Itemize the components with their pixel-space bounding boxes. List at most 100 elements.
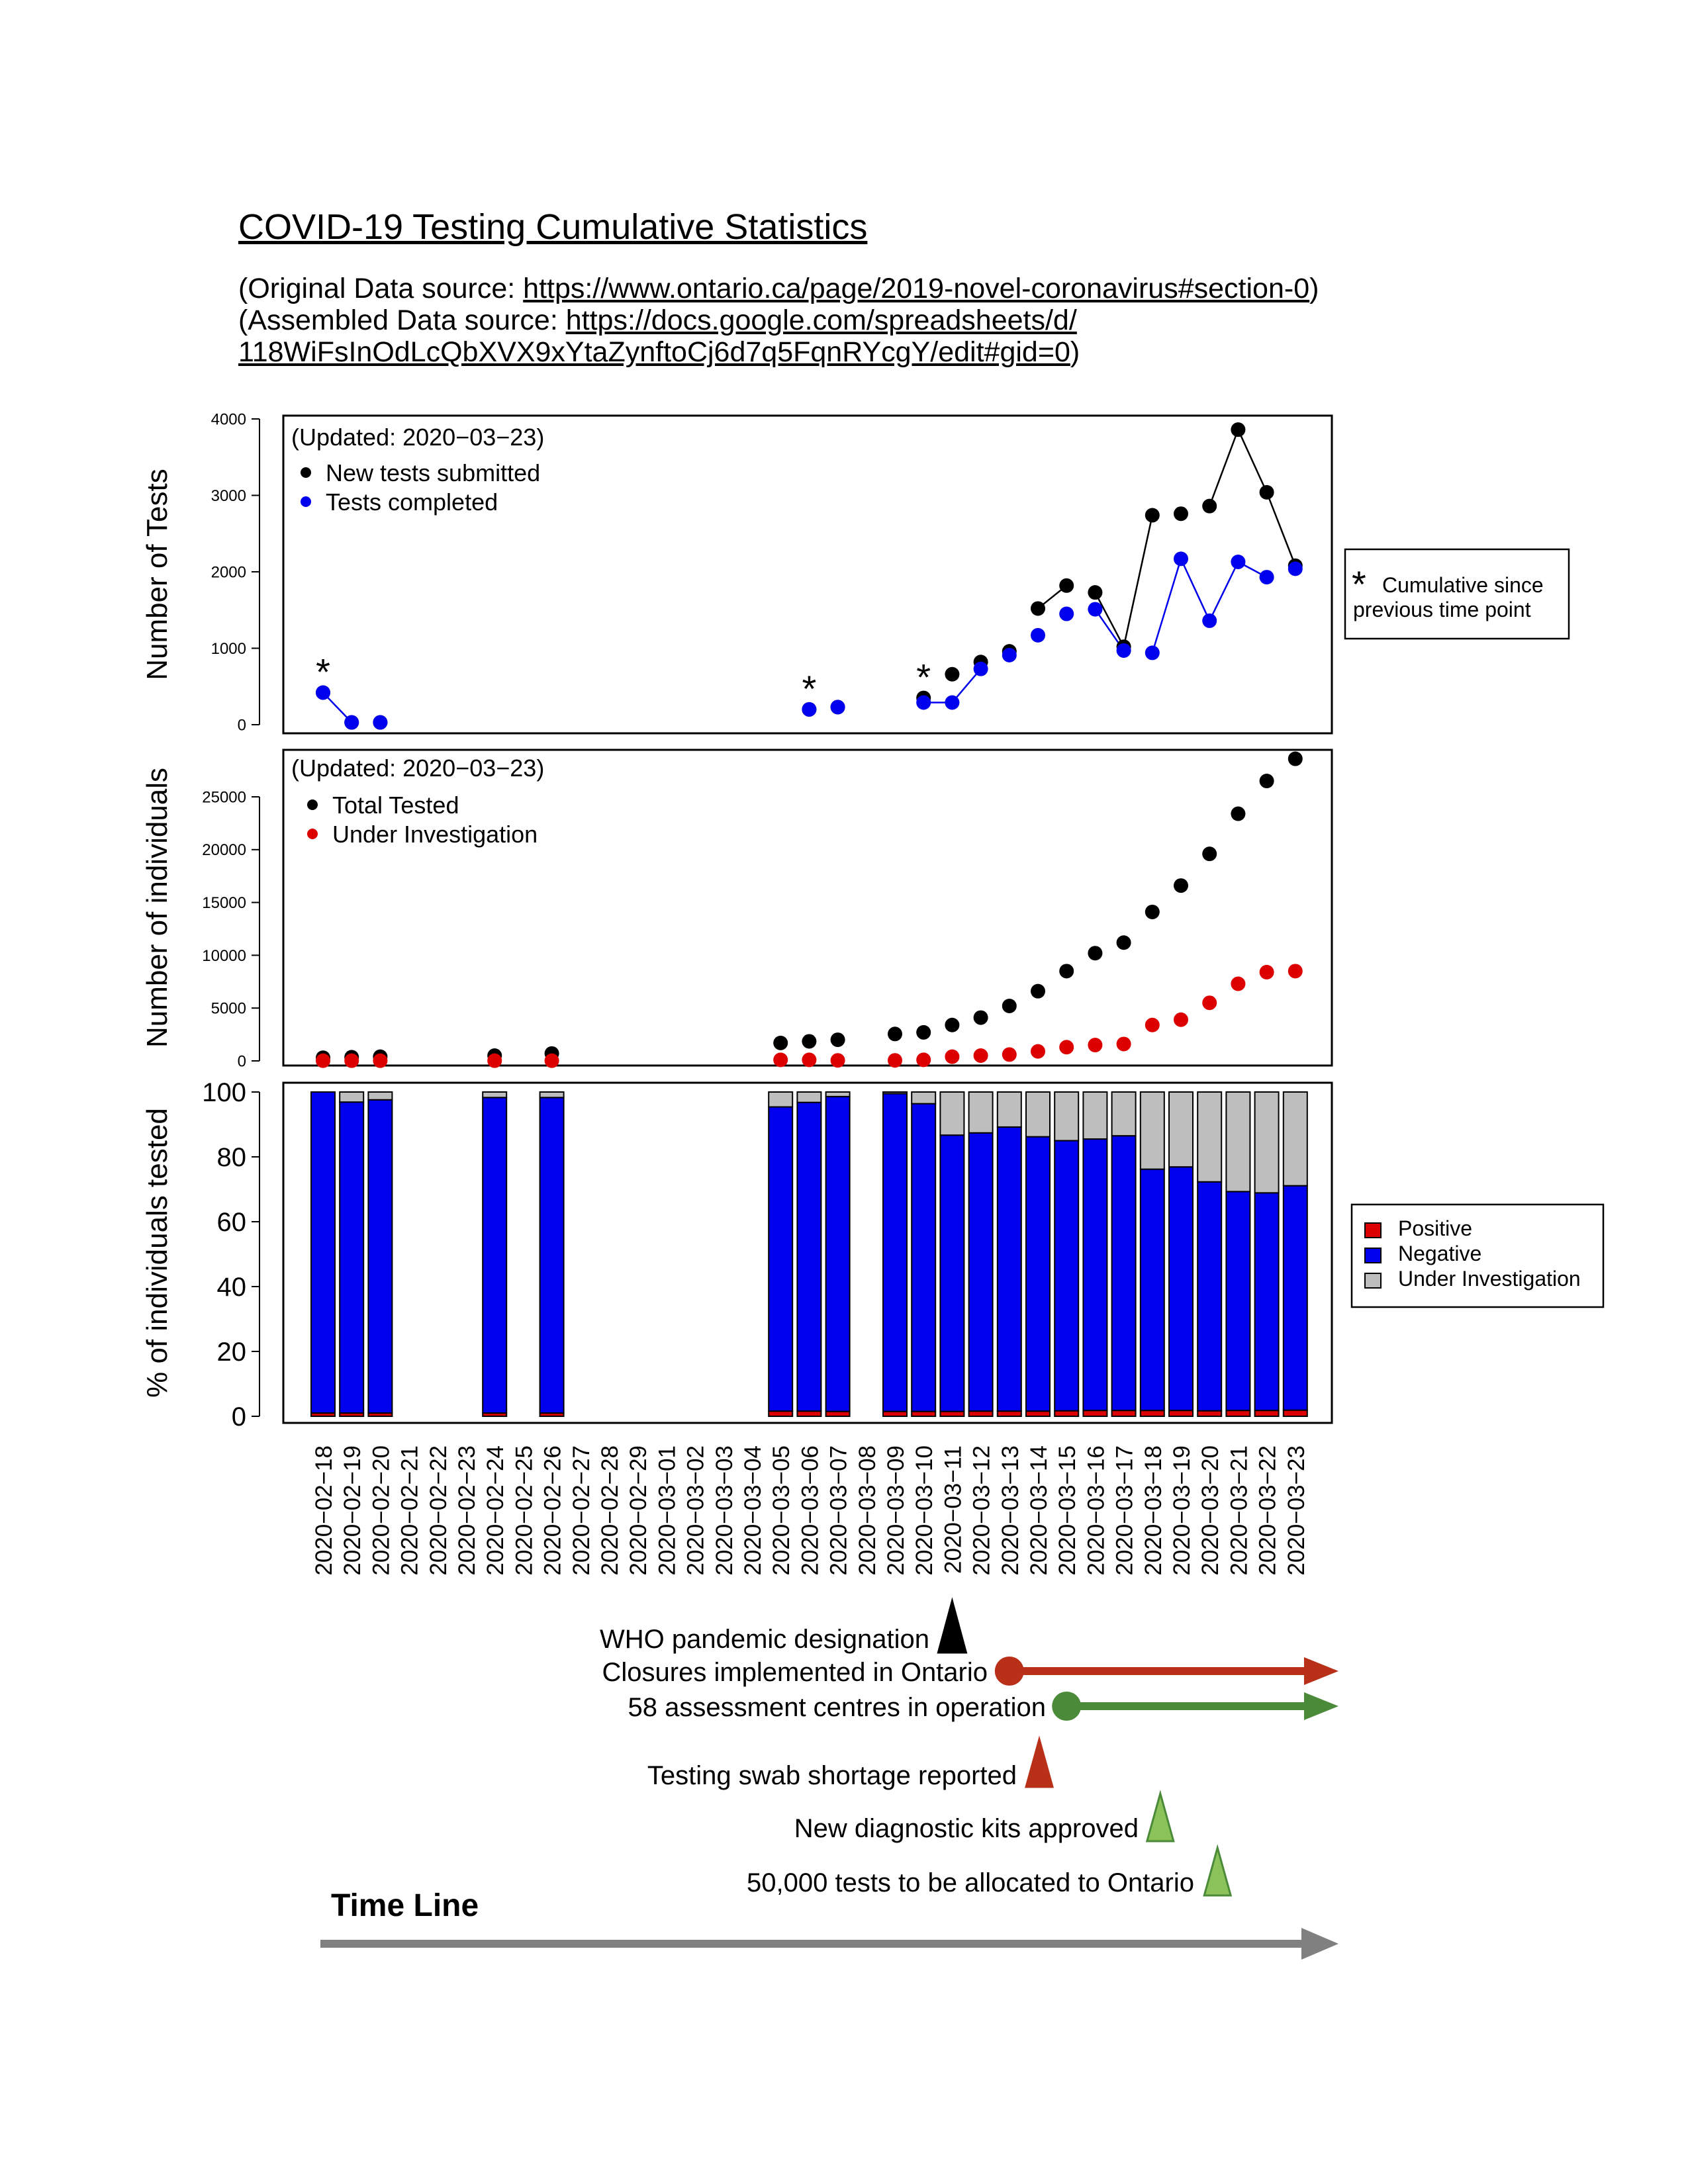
total-tested-point	[1288, 751, 1303, 766]
tests-submitted-point	[1031, 601, 1045, 616]
negative-bar-segment	[1111, 1135, 1137, 1412]
under-investigation-bar-segment	[367, 1091, 393, 1101]
status-legend-box	[1350, 1203, 1605, 1308]
cumulative-note-box	[1344, 548, 1570, 640]
tests-completed-point	[916, 695, 931, 710]
date-tick-label: 2020−02−29	[626, 1445, 651, 1576]
tests-y-tick-label: 1000	[211, 640, 246, 658]
tests-connector-line	[1151, 559, 1182, 653]
negative-bar-segment	[1254, 1192, 1280, 1412]
timeline-title: Time Line	[331, 1888, 479, 1923]
positive-bar-segment	[1254, 1410, 1280, 1417]
tests-submitted-point	[1059, 578, 1074, 593]
legend-submitted-label: New tests submitted	[326, 459, 540, 486]
positive-bar-segment	[796, 1410, 822, 1417]
tests-completed-point	[1288, 561, 1303, 576]
tests-connector-line	[951, 668, 982, 704]
source2-suffix: )	[1070, 336, 1080, 368]
tests-submitted-point	[1174, 506, 1188, 522]
date-tick-label: 2020−03−23	[1284, 1445, 1309, 1576]
negative-bar-segment	[796, 1101, 822, 1412]
date-tick-label: 2020−02−28	[597, 1445, 623, 1576]
diagnostic-kits-label: New diagnostic kits approved	[794, 1814, 1139, 1843]
cumulative-note-star: *	[1352, 563, 1366, 605]
tests-completed-point	[945, 695, 960, 710]
under-investigation-point	[487, 1053, 502, 1068]
under-investigation-point	[773, 1052, 788, 1068]
positive-bar-segment	[939, 1410, 965, 1417]
total-tested-point	[945, 1017, 960, 1032]
legend-under-investigation-dot	[307, 829, 318, 839]
legend-total-tested-label: Total Tested	[332, 792, 459, 819]
under-investigation-point	[1088, 1038, 1103, 1053]
under-investigation-point	[802, 1052, 817, 1068]
tests-panel-frame	[282, 414, 1333, 735]
individuals-y-tick-label: 5000	[211, 1000, 246, 1018]
percent-y-axis-title: % of individuals tested	[141, 1108, 173, 1398]
date-tick-label: 2020−02−20	[368, 1445, 394, 1576]
cumulative-note-line2: previous time point	[1353, 598, 1531, 621]
tests-completed-point	[802, 702, 817, 717]
assessment-arrowhead-icon	[1304, 1692, 1338, 1720]
under-investigation-point	[316, 1053, 330, 1068]
negative-bar-segment	[968, 1132, 994, 1412]
under-investigation-point	[1145, 1017, 1160, 1032]
legend-completed-dot	[301, 496, 311, 507]
source2-prefix: (Assembled Data source:	[238, 304, 566, 336]
status-legend-swatch	[1364, 1273, 1382, 1289]
tests-y-tick-label: 0	[238, 716, 246, 734]
percent-y-tick-label: 80	[217, 1143, 247, 1172]
assembled-source-link-part2[interactable]: 118WiFsInOdLcQbXVX9xYtaZynftoCj6d7q5FqnR…	[238, 336, 1070, 368]
under-investigation-point	[1202, 995, 1217, 1011]
total-tested-point	[830, 1032, 845, 1048]
under-investigation-point	[373, 1053, 388, 1068]
under-investigation-point	[1116, 1036, 1131, 1052]
assembled-source-line-2: 118WiFsInOdLcQbXVX9xYtaZynftoCj6d7q5FqnR…	[238, 336, 1080, 369]
negative-bar-segment	[1139, 1168, 1165, 1412]
tests-connector-line	[1209, 561, 1239, 621]
tests-submitted-point	[945, 666, 960, 682]
date-tick-label: 2020−03−06	[797, 1445, 823, 1576]
positive-bar-segment	[1168, 1410, 1194, 1417]
under-investigation-point	[544, 1053, 559, 1068]
closures-arrowhead-icon	[1304, 1657, 1338, 1685]
status-legend-label: Positive	[1398, 1216, 1472, 1240]
under-investigation-bar-segment	[968, 1091, 994, 1134]
total-tested-point	[916, 1024, 931, 1040]
page-title: COVID-19 Testing Cumulative Statistics	[238, 207, 868, 247]
under-investigation-bar-segment	[482, 1091, 508, 1099]
tests-y-axis-title: Number of Tests	[141, 469, 173, 680]
under-investigation-point	[1031, 1044, 1045, 1059]
tests-allocated-label: 50,000 tests to be allocated to Ontario	[747, 1868, 1194, 1897]
positive-bar-segment	[1197, 1410, 1223, 1417]
under-investigation-point	[945, 1049, 960, 1064]
tests-connector-line	[1094, 592, 1125, 647]
date-tick-label: 2020−02−25	[511, 1445, 537, 1576]
legend-submitted-dot	[301, 467, 311, 478]
date-tick-label: 2020−02−27	[569, 1445, 594, 1576]
negative-bar-segment	[911, 1103, 937, 1412]
assembled-source-link-part1[interactable]: https://docs.google.com/spreadsheets/d/	[565, 304, 1077, 336]
tests-submitted-point	[1259, 484, 1274, 500]
under-investigation-point	[973, 1048, 988, 1064]
individuals-y-tick-label: 0	[238, 1052, 246, 1070]
under-investigation-bar-segment	[1111, 1091, 1137, 1137]
total-tested-point	[1145, 904, 1160, 919]
tests-y-tick-label: 2000	[211, 563, 246, 581]
under-investigation-bar-segment	[1197, 1091, 1223, 1183]
closures-start-dot	[994, 1657, 1024, 1686]
negative-bar-segment	[996, 1126, 1022, 1412]
date-tick-label: 2020−03−19	[1169, 1445, 1195, 1576]
total-tested-point	[973, 1010, 988, 1025]
under-investigation-point	[1174, 1012, 1188, 1027]
tests-completed-point	[1031, 627, 1045, 643]
tests-completed-point	[1174, 551, 1188, 567]
who-pandemic-label: WHO pandemic designation	[600, 1625, 929, 1654]
tests-connector-line	[1180, 558, 1211, 621]
original-source-link[interactable]: https://www.ontario.ca/page/2019-novel-c…	[523, 273, 1310, 304]
swab-shortage-label: Testing swab shortage reported	[647, 1761, 1017, 1790]
total-tested-point	[1174, 878, 1188, 893]
date-tick-label: 2020−03−09	[883, 1445, 909, 1576]
legend-completed-label: Tests completed	[326, 488, 498, 516]
tests-completed-point	[373, 715, 388, 730]
